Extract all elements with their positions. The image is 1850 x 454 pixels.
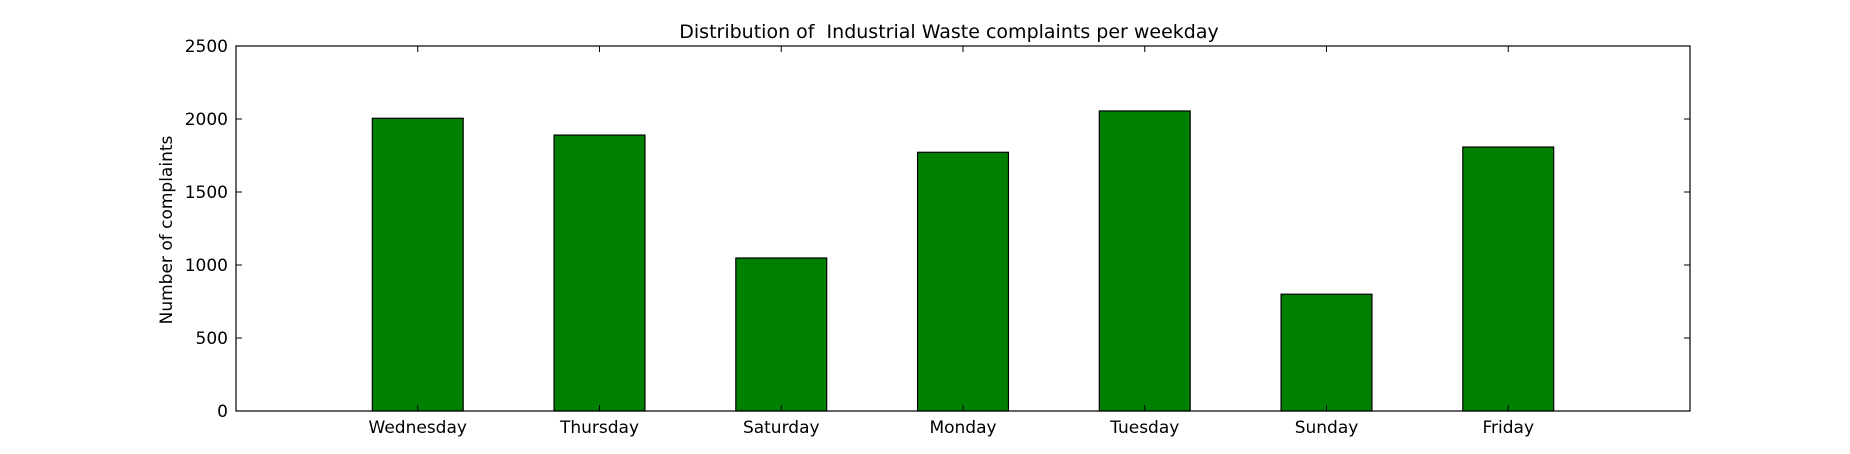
bar-wednesday <box>371 117 464 412</box>
x-tick-label-tuesday: Tuesday <box>1109 418 1179 438</box>
x-tick-label-friday: Friday <box>1482 418 1534 438</box>
y-axis-label: Number of complaints <box>157 135 177 324</box>
y-tick-label: 1000 <box>185 256 228 276</box>
bar-thursday <box>553 134 646 412</box>
y-tick-label: 500 <box>196 329 228 349</box>
y-tick-label: 1500 <box>185 183 228 203</box>
y-tick-label: 0 <box>217 402 228 422</box>
y-tick-label: 2500 <box>185 37 228 57</box>
x-tick-label-sunday: Sunday <box>1295 418 1359 438</box>
plot-area: 0 500 1000 1500 2000 2500 Wednesday Thursday Sat… <box>185 37 1691 438</box>
chart-title: Distribution of Industrial Waste complai… <box>679 21 1218 43</box>
bar-monday <box>916 151 1010 412</box>
x-tick-label-thursday: Thursday <box>559 418 639 438</box>
bar-friday <box>1462 146 1555 412</box>
bar-saturday <box>735 257 828 412</box>
bar-tuesday <box>1098 110 1191 412</box>
x-tick-label-monday: Monday <box>929 418 996 438</box>
x-tick-label-wednesday: Wednesday <box>369 418 467 438</box>
y-tick-label: 2000 <box>185 110 228 130</box>
x-tick-label-saturday: Saturday <box>743 418 820 438</box>
bar-sunday <box>1280 293 1373 412</box>
